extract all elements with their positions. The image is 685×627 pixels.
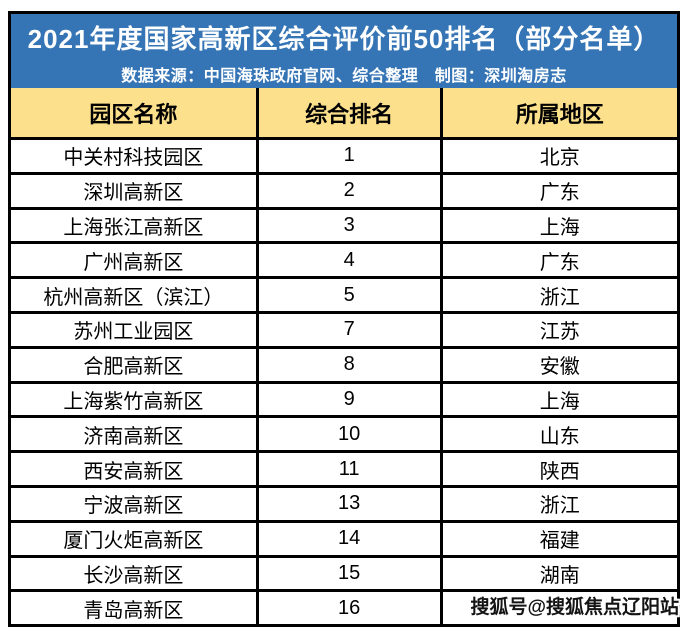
rank-cell: 5 <box>259 279 443 311</box>
park-name-cell: 苏州工业园区 <box>11 313 259 346</box>
table-row: 上海紫竹高新区 9 上海 <box>11 383 677 419</box>
region-cell: 山东 <box>539 425 580 448</box>
region-cell: 湖南 <box>539 564 580 587</box>
park-name-cell: 上海张江高新区 <box>11 209 259 242</box>
park-name-cell: 宁波高新区 <box>11 487 259 520</box>
table-row: 上海张江高新区 3 上海 <box>11 209 677 245</box>
region-cell: 安徽 <box>539 356 580 379</box>
park-name-cell: 长沙高新区 <box>11 557 259 590</box>
region-cell: 上海 <box>539 216 580 239</box>
region-cell: 浙江 <box>539 286 580 309</box>
region-cell: 陕西 <box>539 460 580 483</box>
table-row: 苏州工业园区 7 江苏 <box>11 313 677 349</box>
data-source-caption: 数据来源：中国海珠政府官网、综合整理 制图：深圳淘房志 <box>121 67 567 85</box>
table-row: 杭州高新区（滨江） 5 浙江 <box>11 279 677 314</box>
table-row: 广州高新区 4 广东 <box>11 244 677 280</box>
table-row: 深圳高新区 2 广东 <box>11 174 677 210</box>
table-row: 中关村科技园区 1 北京 <box>11 140 677 175</box>
region-cell: 福建 <box>539 530 580 553</box>
rank-cell: 1 <box>259 140 443 172</box>
table-row: 合肥高新区 8 安徽 <box>11 348 677 384</box>
column-header-rank: 综合排名 <box>259 88 443 137</box>
park-name-cell: 深圳高新区 <box>11 174 259 207</box>
park-name-cell: 青岛高新区 <box>11 592 259 625</box>
rank-cell: 2 <box>259 174 443 207</box>
table-row: 长沙高新区 15 湖南 <box>11 557 677 593</box>
table-row: 青岛高新区 16 <box>11 592 677 627</box>
park-name-cell: 厦门火炬高新区 <box>11 522 259 555</box>
rank-cell: 13 <box>259 487 443 520</box>
table-row: 宁波高新区 13 浙江 <box>11 487 677 523</box>
title-banner: 2021年度国家高新区综合评价前50排名（部分名单） 数据来源：中国海珠政府官网… <box>11 14 677 88</box>
rank-cell: 10 <box>259 418 443 451</box>
table-header-row: 园区名称 综合排名 所属地区 <box>11 88 677 140</box>
rank-cell: 4 <box>259 244 443 277</box>
park-name-cell: 济南高新区 <box>11 418 259 451</box>
park-name-cell: 杭州高新区（滨江） <box>11 279 259 311</box>
rank-cell: 14 <box>259 522 443 555</box>
rank-cell: 16 <box>259 592 443 625</box>
park-name-cell: 上海紫竹高新区 <box>11 383 259 416</box>
region-cell: 北京 <box>539 147 580 170</box>
rank-cell: 7 <box>259 313 443 346</box>
ranking-table: 2021年度国家高新区综合评价前50排名（部分名单） 数据来源：中国海珠政府官网… <box>8 11 680 627</box>
page-title: 2021年度国家高新区综合评价前50排名（部分名单） <box>27 24 661 54</box>
table-row: 厦门火炬高新区 14 福建 <box>11 522 677 558</box>
region-cell: 广东 <box>539 251 580 274</box>
region-cell: 上海 <box>539 390 580 413</box>
table-row: 济南高新区 10 山东 <box>11 418 677 454</box>
park-name-cell: 广州高新区 <box>11 244 259 277</box>
rank-cell: 11 <box>259 453 443 485</box>
table-row: 西安高新区 11 陕西 <box>11 453 677 488</box>
column-header-park: 园区名称 <box>11 88 259 137</box>
park-name-cell: 西安高新区 <box>11 453 259 485</box>
column-header-region: 所属地区 <box>515 101 604 127</box>
table-body: 中关村科技园区 1 北京 深圳高新区 2 广东 上海张江高新区 3 上海 广州高… <box>11 140 677 627</box>
park-name-cell: 合肥高新区 <box>11 348 259 381</box>
rank-cell: 9 <box>259 383 443 416</box>
park-name-cell: 中关村科技园区 <box>11 140 259 172</box>
region-cell: 广东 <box>539 182 580 205</box>
rank-cell: 3 <box>259 209 443 242</box>
sohu-watermark: 搜狐号@搜狐焦点辽阳站 <box>470 597 679 618</box>
region-cell: 浙江 <box>539 495 580 518</box>
rank-cell: 8 <box>259 348 443 381</box>
region-cell: 江苏 <box>539 321 580 344</box>
rank-cell: 15 <box>259 557 443 590</box>
